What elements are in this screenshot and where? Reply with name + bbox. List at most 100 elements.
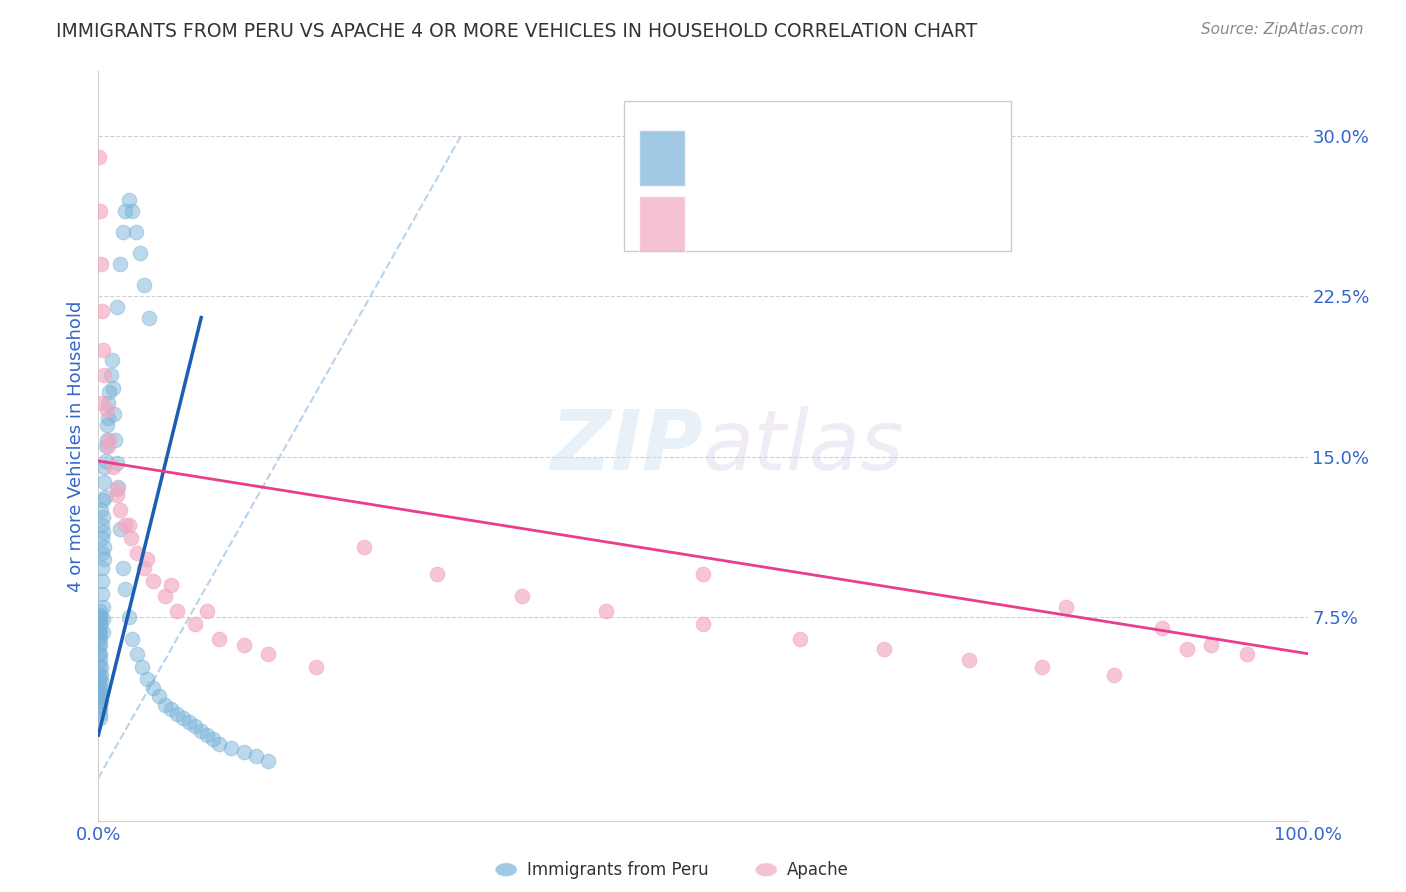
Point xyxy=(100,368,122,383)
Point xyxy=(89,616,111,631)
Point xyxy=(256,754,278,768)
Text: IMMIGRANTS FROM PERU VS APACHE 4 OR MORE VEHICLES IN HOUSEHOLD CORRELATION CHART: IMMIGRANTS FROM PERU VS APACHE 4 OR MORE… xyxy=(56,22,977,41)
Point xyxy=(1102,668,1125,682)
Point xyxy=(90,503,112,517)
Bar xyxy=(624,102,1011,252)
Point xyxy=(89,638,111,652)
Point xyxy=(89,608,111,623)
Point xyxy=(89,625,111,640)
Point xyxy=(93,460,115,475)
Point xyxy=(89,706,111,721)
Point xyxy=(93,552,115,566)
Point xyxy=(595,604,617,618)
Point xyxy=(121,203,143,218)
Point xyxy=(108,503,131,517)
Point xyxy=(93,368,115,383)
Point xyxy=(1199,638,1222,652)
Point xyxy=(190,723,212,738)
Point xyxy=(91,587,114,601)
Point xyxy=(118,610,141,624)
Point xyxy=(153,698,176,712)
Point xyxy=(90,685,112,699)
Point xyxy=(166,706,188,721)
Point xyxy=(94,439,117,453)
Text: Apache: Apache xyxy=(787,861,849,879)
Point xyxy=(87,150,110,164)
Point xyxy=(89,203,111,218)
Point xyxy=(98,433,121,447)
Point xyxy=(1175,642,1198,657)
Point xyxy=(93,524,115,539)
Point xyxy=(125,225,148,239)
Point xyxy=(89,702,111,716)
Point xyxy=(195,728,218,742)
Point xyxy=(91,599,114,614)
Point xyxy=(172,711,194,725)
Point xyxy=(90,674,112,689)
Point xyxy=(91,574,114,588)
Point xyxy=(89,612,111,626)
Point xyxy=(179,715,201,730)
Point xyxy=(135,673,157,687)
Point xyxy=(90,694,112,708)
Point xyxy=(87,676,110,690)
Point xyxy=(89,690,111,704)
Point xyxy=(97,439,120,453)
Point xyxy=(127,546,149,560)
Point xyxy=(91,396,114,410)
Point xyxy=(91,343,114,357)
Point xyxy=(90,518,112,533)
Point xyxy=(305,659,328,673)
Point xyxy=(90,257,112,271)
Point xyxy=(91,304,114,318)
Point xyxy=(1236,647,1258,661)
Point xyxy=(94,491,117,505)
Point xyxy=(89,630,111,644)
Point xyxy=(96,433,118,447)
Point xyxy=(160,702,183,716)
Point xyxy=(118,518,141,533)
Point xyxy=(94,454,117,468)
Point xyxy=(134,278,156,293)
Point xyxy=(105,488,128,502)
Point xyxy=(90,659,112,673)
Text: R = -0.477   N =  46: R = -0.477 N = 46 xyxy=(699,215,882,233)
Point xyxy=(208,737,231,751)
Bar xyxy=(638,130,685,186)
Point xyxy=(100,353,122,368)
Y-axis label: 4 or more Vehicles in Household: 4 or more Vehicles in Household xyxy=(66,301,84,591)
Point xyxy=(184,719,207,733)
Point xyxy=(89,698,111,712)
Point xyxy=(91,561,114,575)
Point xyxy=(91,492,114,507)
Point xyxy=(134,561,156,575)
Point xyxy=(256,647,278,661)
Point xyxy=(1054,599,1077,614)
Point xyxy=(101,381,124,395)
Text: Source: ZipAtlas.com: Source: ZipAtlas.com xyxy=(1201,22,1364,37)
Point xyxy=(160,578,183,592)
Point xyxy=(166,604,188,618)
Point xyxy=(195,604,218,618)
Point xyxy=(90,531,112,545)
Point xyxy=(353,540,375,554)
Point xyxy=(96,402,118,417)
Point xyxy=(510,589,533,603)
Point xyxy=(142,574,165,588)
Point xyxy=(105,300,128,314)
Point xyxy=(93,540,115,554)
Point xyxy=(107,480,129,494)
Point xyxy=(96,417,118,432)
Point xyxy=(202,732,225,747)
Point xyxy=(128,246,150,260)
Text: atlas: atlas xyxy=(703,406,904,486)
Point xyxy=(89,647,111,661)
Point xyxy=(692,616,714,631)
Point xyxy=(208,632,231,646)
Point xyxy=(692,567,714,582)
Point xyxy=(97,411,120,425)
Point xyxy=(111,561,134,575)
Point xyxy=(111,225,134,239)
Point xyxy=(789,632,811,646)
Point xyxy=(103,407,125,421)
